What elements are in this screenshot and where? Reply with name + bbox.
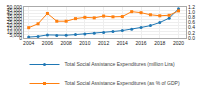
svg-text:2016: 2016 <box>135 40 146 46</box>
svg-text:35,000: 35,000 <box>7 13 23 19</box>
svg-text:45,000: 45,000 <box>7 7 23 13</box>
svg-text:2006: 2006 <box>42 40 53 46</box>
svg-text:30,000: 30,000 <box>7 16 23 22</box>
svg-text:5,000: 5,000 <box>9 32 22 38</box>
svg-text:15,000: 15,000 <box>7 25 23 31</box>
svg-text:1.2: 1.2 <box>188 4 195 10</box>
svg-text:2014: 2014 <box>117 40 128 46</box>
svg-text:2004: 2004 <box>23 40 34 46</box>
svg-text:0.0: 0.0 <box>188 35 195 41</box>
svg-text:10,000: 10,000 <box>7 29 23 35</box>
svg-text:2012: 2012 <box>98 40 109 46</box>
svg-text:1.0: 1.0 <box>188 9 195 15</box>
svg-text:2018: 2018 <box>154 40 165 46</box>
svg-text:2008: 2008 <box>61 40 72 46</box>
svg-text:50,000: 50,000 <box>7 4 23 10</box>
svg-text:2010: 2010 <box>79 40 90 46</box>
svg-text:0: 0 <box>19 35 22 41</box>
svg-text:Total Social Assistance Expend: Total Social Assistance Expenditures (mi… <box>65 61 175 67</box>
svg-text:2020: 2020 <box>173 40 184 46</box>
svg-text:25,000: 25,000 <box>7 19 23 25</box>
svg-text:40,000: 40,000 <box>7 10 23 16</box>
svg-text:0.8: 0.8 <box>188 14 195 20</box>
svg-text:20,000: 20,000 <box>7 22 23 28</box>
svg-text:Total Social Assistance Expend: Total Social Assistance Expenditures (as… <box>65 80 180 86</box>
svg-text:0.4: 0.4 <box>188 24 195 30</box>
svg-text:0.2: 0.2 <box>188 30 195 36</box>
svg-text:0.6: 0.6 <box>188 19 195 25</box>
